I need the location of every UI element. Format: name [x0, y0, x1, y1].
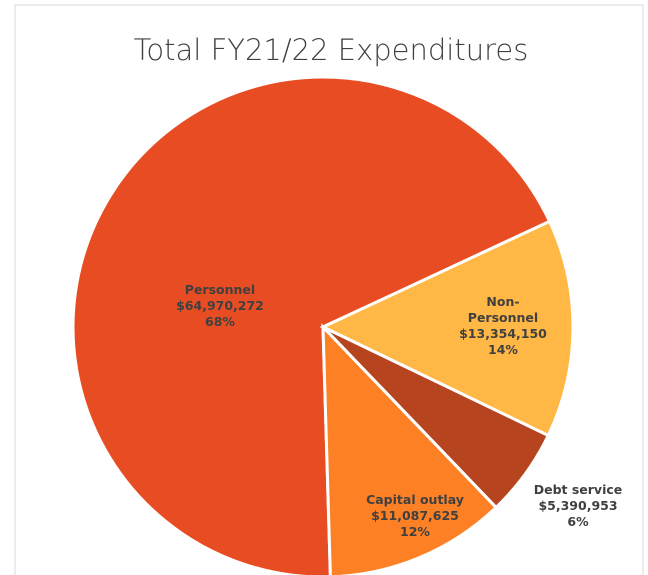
data-label: Personnel $64,970,272 68% [165, 282, 275, 330]
slice-name: Personnel [184, 282, 256, 297]
pie-slice [319, 219, 575, 438]
chart-title: Total FY21/22 Expenditures [134, 33, 529, 67]
data-label: Non-Personnel $13,354,150 14% [458, 294, 548, 358]
data-label: Capital outlay $11,087,625 12% [355, 492, 475, 540]
slice-value: $11,087,625 [371, 508, 459, 523]
slice-value: $5,390,953 [538, 498, 618, 513]
slice-value: $13,354,150 [459, 326, 547, 341]
pie-slice [321, 323, 499, 575]
slice-percent: 12% [400, 524, 430, 539]
slice-name: Capital outlay [366, 492, 464, 507]
pie-slice [71, 75, 552, 575]
slice-value: $64,970,272 [176, 298, 264, 313]
slice-name: Debt service [533, 482, 623, 497]
slice-percent: 14% [488, 342, 518, 357]
slice-percent: 68% [205, 314, 235, 329]
slice-name: Non-Personnel [467, 294, 539, 325]
data-label: Debt service $5,390,953 6% [523, 482, 633, 530]
slice-percent: 6% [567, 514, 589, 529]
